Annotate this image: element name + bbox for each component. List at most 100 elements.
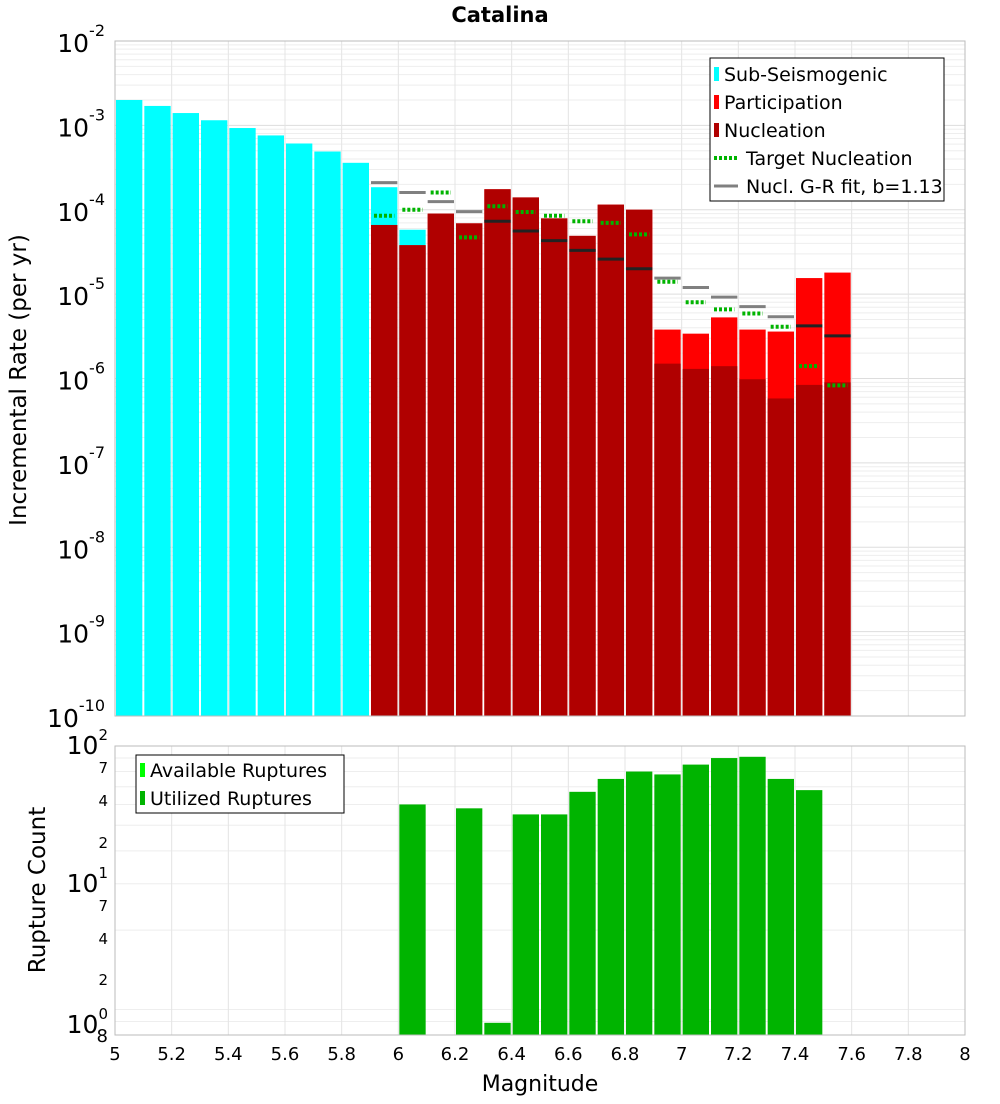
utilized-ruptures-bar: [682, 764, 709, 1035]
legend-label: Participation: [724, 92, 843, 114]
legend-label: Nucl. G-R fit, b=1.13: [746, 176, 943, 198]
y-tick-label: 10-6: [57, 359, 105, 396]
x-tick-label: 5: [109, 1044, 120, 1065]
bottom-y-axis-label: Rupture Count: [25, 807, 51, 973]
nucleation-bar: [512, 197, 539, 717]
legend-swatch: [714, 123, 719, 137]
utilized-ruptures-bar: [739, 756, 766, 1035]
legend-item-participation: Participation: [714, 92, 843, 114]
legend-label: Utilized Ruptures: [150, 788, 312, 810]
legend-item-available-ruptures: Available Ruptures: [140, 760, 327, 782]
y-tick-label: 4: [98, 930, 108, 948]
y-tick-label: 2: [98, 971, 108, 989]
sub-seismogenic-bar: [286, 143, 313, 716]
chart-title: Catalina: [451, 3, 548, 27]
top-plot-frame: [114, 40, 966, 717]
x-tick-label: 5.4: [214, 1044, 243, 1065]
nucleation-bar: [682, 368, 709, 716]
x-tick-label: 6.6: [554, 1044, 583, 1065]
x-tick-label: 7.2: [724, 1044, 753, 1065]
y-tick-label: 10-9: [57, 612, 105, 649]
x-axis-label: Magnitude: [482, 1072, 599, 1097]
legend-label: Sub-Seismogenic: [724, 64, 888, 86]
nucleation-bar: [767, 398, 794, 716]
nucleation-bar: [597, 204, 624, 717]
utilized-ruptures-bar: [796, 790, 823, 1035]
nucleation-bar: [541, 218, 568, 717]
y-tick-label: 2: [98, 834, 108, 852]
utilized-ruptures-bar: [597, 778, 624, 1035]
bottom-bars: [399, 756, 823, 1035]
nucleation-bar: [569, 235, 596, 716]
utilized-ruptures-bar: [456, 808, 483, 1035]
top-y-ticks: 10-10 10-9 10-8 10-7 10-6 10-5 10-4 10-3 10-2: [47, 21, 105, 733]
utilized-ruptures-bar: [626, 771, 653, 1035]
sub-seismogenic-bar: [229, 128, 256, 717]
y-tick-label: 101: [67, 864, 108, 898]
x-tick-label: 5.2: [157, 1044, 186, 1065]
x-ticks: 5 5.2 5.4 5.6 5.8 6 6.2 6.4 6.6 6.8 7 7.2 7.4 7.6 7.8 8: [109, 1044, 970, 1065]
x-tick-label: 7.8: [894, 1044, 923, 1065]
sub-seismogenic-bar: [257, 135, 284, 717]
utilized-ruptures-bar: [767, 778, 794, 1035]
x-tick-label: 5.6: [271, 1044, 300, 1065]
nucleation-bar: [796, 384, 823, 716]
x-tick-label: 5.8: [327, 1044, 356, 1065]
nucleation-bar: [399, 245, 426, 717]
y-tick-label: 102: [67, 726, 108, 760]
x-tick-label: 6.4: [497, 1044, 526, 1065]
nucleation-bar: [824, 382, 851, 716]
utilized-ruptures-bar: [569, 791, 596, 1035]
nucleation-bar: [456, 223, 483, 716]
utilized-ruptures-bar: [654, 774, 681, 1035]
y-tick-label: 8: [97, 1026, 108, 1047]
y-tick-label: 100: [67, 1005, 108, 1039]
utilized-ruptures-bar: [399, 804, 426, 1035]
legend-item-sub-seismogenic: Sub-Seismogenic: [714, 64, 888, 86]
legend-item-target-nucleation: Target Nucleation: [714, 148, 913, 170]
x-tick-label: 6.8: [611, 1044, 640, 1065]
y-tick-label: 7: [98, 759, 108, 777]
utilized-ruptures-bar: [711, 758, 738, 1035]
x-tick-label: 7: [676, 1044, 687, 1065]
nucleation-bar: [626, 209, 653, 716]
x-tick-label: 7.6: [837, 1044, 866, 1065]
bottom-legend: Available Ruptures Utilized Ruptures: [135, 754, 345, 814]
legend-label: Available Ruptures: [150, 760, 327, 782]
top-y-axis-label: Incremental Rate (per yr): [6, 234, 32, 526]
nucleation-bar: [711, 366, 738, 716]
nucleation-bar: [427, 213, 454, 717]
legend-box: [709, 57, 945, 202]
legend-swatch: [714, 67, 719, 81]
sub-seismogenic-bar: [116, 99, 143, 717]
top-grid: [114, 40, 966, 717]
nucleation-bar: [484, 189, 511, 717]
legend-label: Target Nucleation: [745, 148, 913, 170]
y-tick-label: 4: [98, 792, 108, 810]
y-tick-label: 10-2: [57, 21, 105, 58]
legend-swatch: [140, 791, 145, 805]
utilized-ruptures-bar: [512, 814, 539, 1035]
sub-seismogenic-bar: [314, 151, 341, 716]
legend-item-nucl-g-r-fit-b-1-13: Nucl. G-R fit, b=1.13: [714, 176, 943, 198]
y-tick-label: 10-4: [57, 190, 105, 227]
utilized-ruptures-bar: [541, 814, 568, 1035]
x-tick-label: 7.4: [781, 1044, 810, 1065]
y-tick-label: 10-3: [57, 105, 105, 142]
y-tick-label: 10-7: [57, 443, 105, 480]
sub-seismogenic-bar: [201, 120, 228, 717]
sub-seismogenic-bar: [172, 113, 199, 716]
legend-label: Nucleation: [724, 120, 826, 142]
nucleation-bar: [371, 224, 398, 716]
x-tick-label: 6.2: [441, 1044, 470, 1065]
legend-box: [135, 754, 345, 814]
nucleation-bar: [739, 379, 766, 716]
x-tick-label: 8: [959, 1044, 970, 1065]
legend-swatch: [714, 95, 719, 109]
bottom-plot-frame: [114, 745, 966, 1036]
legend-item-nucleation: Nucleation: [714, 120, 826, 142]
sub-seismogenic-bar: [342, 162, 369, 716]
